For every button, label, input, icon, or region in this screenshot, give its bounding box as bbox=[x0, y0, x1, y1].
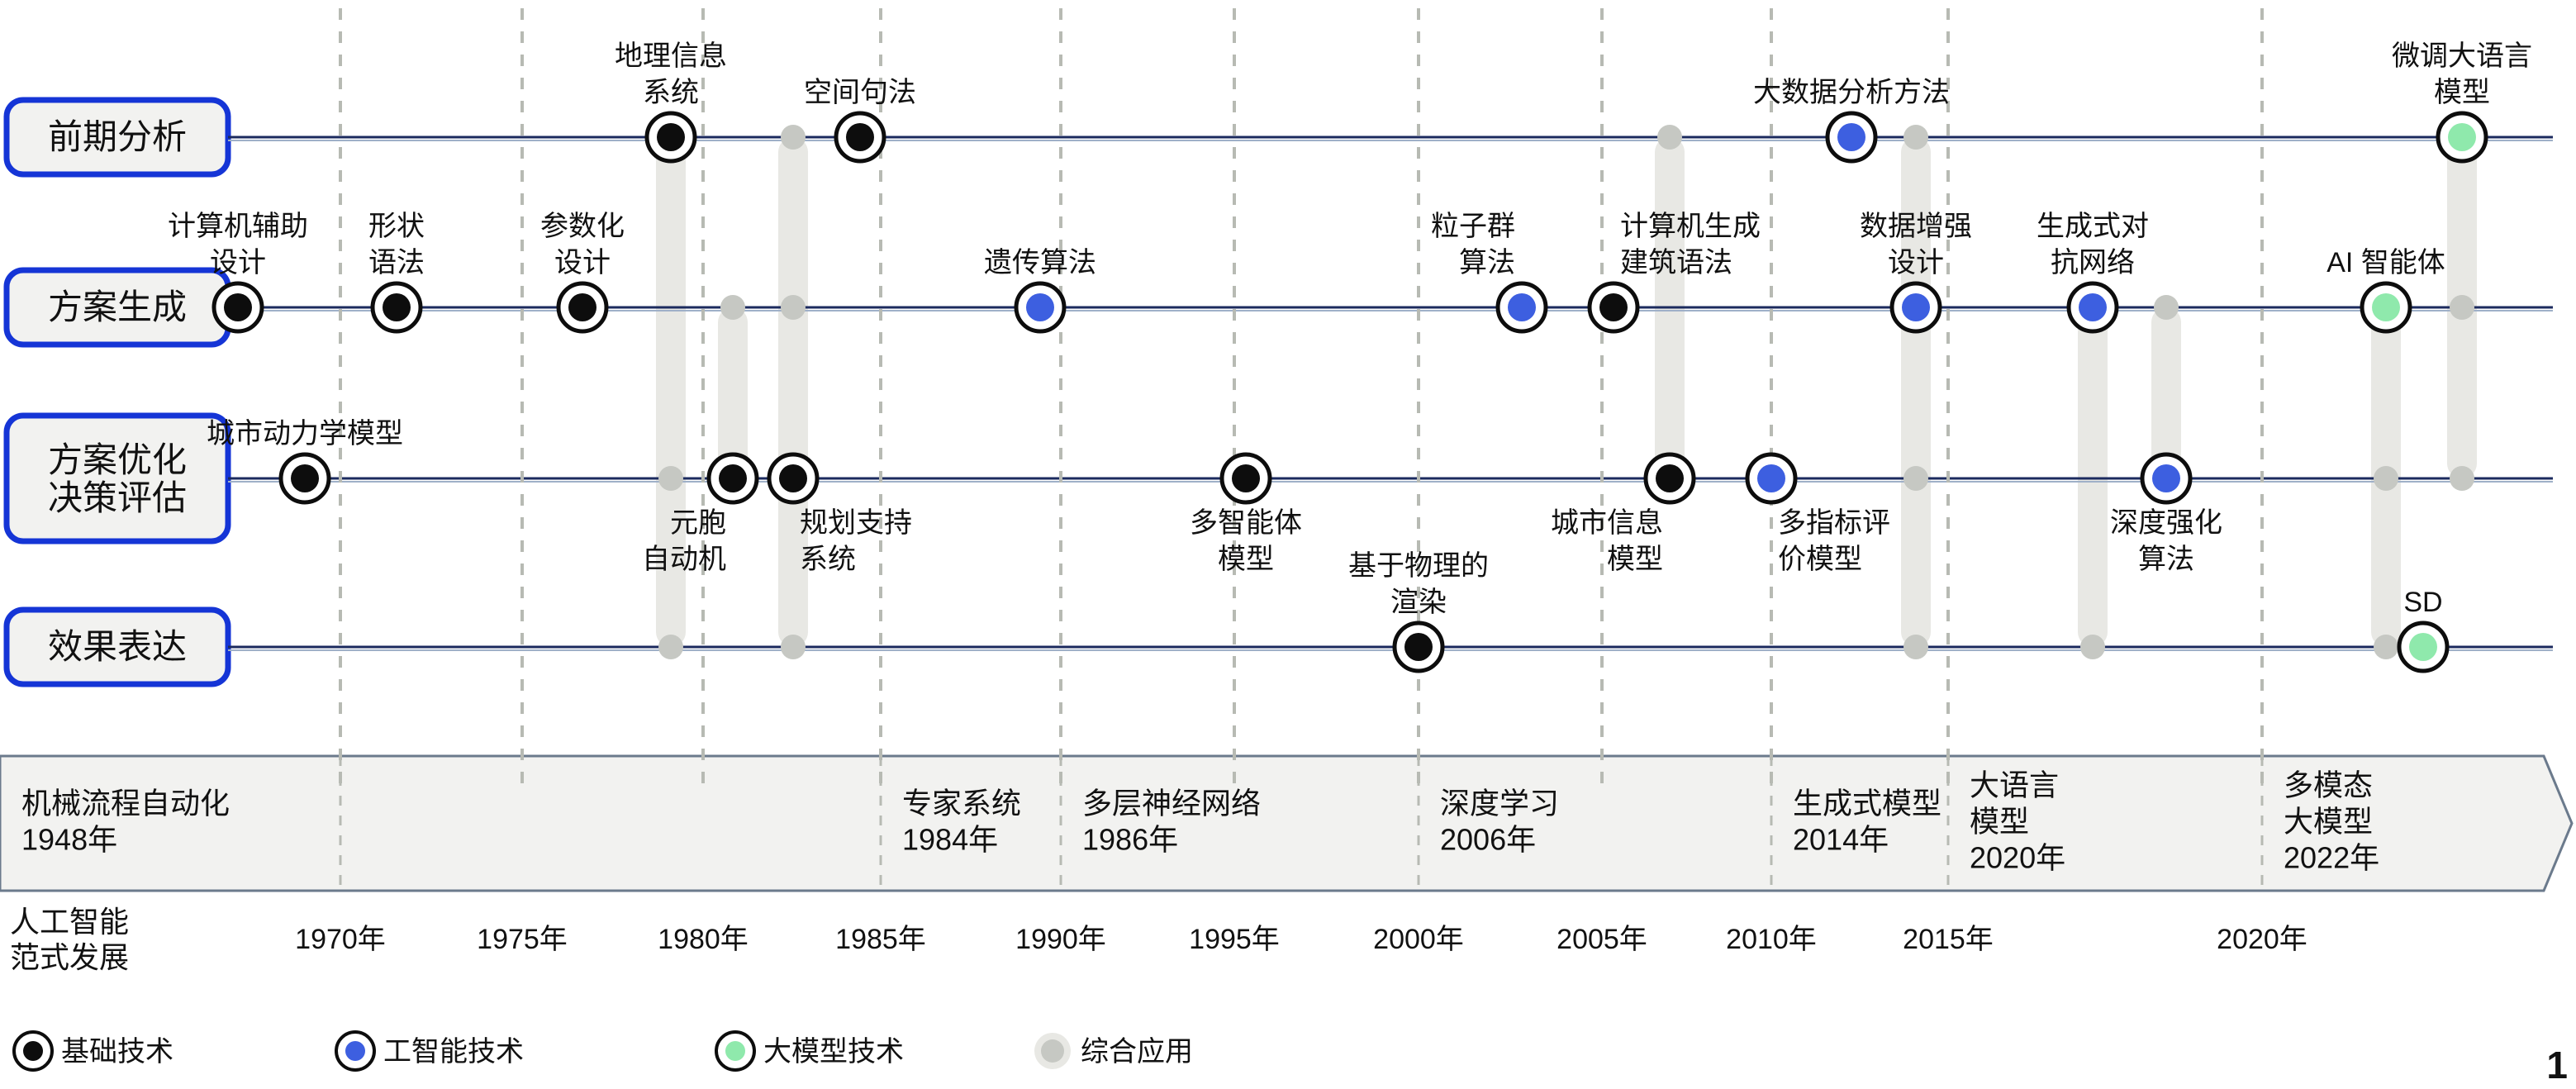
svg-text:微调大语言: 微调大语言 bbox=[2392, 40, 2532, 72]
svg-text:模型: 模型 bbox=[1218, 544, 1274, 575]
svg-text:1975年: 1975年 bbox=[477, 924, 568, 955]
svg-text:2014年: 2014年 bbox=[1793, 823, 1889, 857]
svg-text:大语言: 大语言 bbox=[1970, 768, 2059, 802]
svg-text:1985年: 1985年 bbox=[835, 924, 926, 955]
svg-text:2006年: 2006年 bbox=[1440, 823, 1536, 857]
svg-text:人工智能: 人工智能 bbox=[10, 905, 129, 939]
svg-text:效果表达: 效果表达 bbox=[48, 627, 187, 666]
svg-text:2015年: 2015年 bbox=[1903, 924, 1994, 955]
svg-text:城市信息: 城市信息 bbox=[1551, 507, 1663, 539]
svg-text:多模态: 多模态 bbox=[2284, 768, 2373, 802]
svg-text:方案优化: 方案优化 bbox=[48, 440, 187, 479]
svg-text:范式发展: 范式发展 bbox=[10, 940, 129, 974]
svg-text:2000年: 2000年 bbox=[1373, 924, 1464, 955]
svg-text:2010年: 2010年 bbox=[1726, 924, 1817, 955]
svg-text:方案生成: 方案生成 bbox=[48, 288, 187, 326]
svg-text:2020年: 2020年 bbox=[1970, 841, 2065, 875]
svg-text:模型: 模型 bbox=[2434, 77, 2490, 108]
svg-text:参数化: 参数化 bbox=[540, 211, 625, 242]
svg-text:1984年: 1984年 bbox=[902, 823, 998, 857]
svg-text:数据增强: 数据增强 bbox=[1860, 211, 1972, 242]
svg-text:算法: 算法 bbox=[2138, 544, 2194, 575]
svg-text:基于物理的: 基于物理的 bbox=[1348, 550, 1489, 582]
svg-text:综合应用: 综合应用 bbox=[1081, 1036, 1193, 1068]
svg-text:模型: 模型 bbox=[1970, 805, 2029, 839]
svg-text:建筑语法: 建筑语法 bbox=[1620, 247, 1732, 278]
svg-text:1: 1 bbox=[2546, 1044, 2568, 1085]
svg-text:渲染: 渲染 bbox=[1390, 587, 1447, 618]
svg-text:多智能体: 多智能体 bbox=[1190, 507, 1302, 539]
svg-text:遗传算法: 遗传算法 bbox=[984, 247, 1096, 278]
svg-text:城市动力学模型: 城市动力学模型 bbox=[207, 418, 403, 449]
svg-text:大数据分析方法: 大数据分析方法 bbox=[1753, 77, 1950, 108]
svg-text:计算机辅助: 计算机辅助 bbox=[168, 211, 308, 242]
svg-text:大模型: 大模型 bbox=[2284, 805, 2373, 839]
svg-text:规划支持: 规划支持 bbox=[800, 507, 912, 539]
svg-text:自动机: 自动机 bbox=[642, 544, 726, 575]
svg-text:工智能技术: 工智能技术 bbox=[383, 1036, 524, 1068]
svg-text:多层神经网络: 多层神经网络 bbox=[1082, 787, 1261, 820]
svg-text:1995年: 1995年 bbox=[1189, 924, 1280, 955]
svg-text:决策评估: 决策评估 bbox=[48, 478, 187, 517]
svg-text:2020年: 2020年 bbox=[2217, 924, 2307, 955]
svg-text:设计: 设计 bbox=[554, 247, 611, 278]
svg-text:1986年: 1986年 bbox=[1082, 823, 1178, 857]
svg-text:系统: 系统 bbox=[800, 544, 856, 575]
svg-text:设计: 设计 bbox=[210, 247, 266, 278]
svg-text:专家系统: 专家系统 bbox=[902, 787, 1021, 820]
svg-text:2022年: 2022年 bbox=[2284, 841, 2379, 875]
svg-text:抗网络: 抗网络 bbox=[2051, 247, 2135, 278]
svg-text:多指标评: 多指标评 bbox=[1778, 507, 1890, 539]
svg-text:生成式对: 生成式对 bbox=[2037, 211, 2149, 242]
svg-text:深度强化: 深度强化 bbox=[2110, 507, 2222, 539]
svg-text:地理信息: 地理信息 bbox=[615, 40, 727, 72]
svg-text:2005年: 2005年 bbox=[1557, 924, 1647, 955]
svg-text:粒子群: 粒子群 bbox=[1431, 211, 1515, 242]
svg-text:元胞: 元胞 bbox=[670, 507, 726, 539]
svg-text:1948年: 1948年 bbox=[21, 823, 117, 857]
svg-text:大模型技术: 大模型技术 bbox=[763, 1036, 904, 1068]
svg-text:计算机生成: 计算机生成 bbox=[1620, 211, 1761, 242]
svg-text:机械流程自动化: 机械流程自动化 bbox=[21, 787, 230, 820]
svg-text:基础技术: 基础技术 bbox=[61, 1036, 173, 1068]
svg-text:算法: 算法 bbox=[1459, 247, 1515, 278]
svg-text:AI 智能体: AI 智能体 bbox=[2326, 247, 2445, 278]
svg-text:SD: SD bbox=[2403, 587, 2442, 618]
svg-text:深度学习: 深度学习 bbox=[1440, 787, 1559, 820]
svg-text:1990年: 1990年 bbox=[1015, 924, 1106, 955]
svg-text:系统: 系统 bbox=[643, 77, 699, 108]
svg-text:前期分析: 前期分析 bbox=[48, 117, 187, 156]
svg-text:设计: 设计 bbox=[1888, 247, 1944, 278]
svg-text:空间句法: 空间句法 bbox=[804, 77, 916, 108]
svg-text:1970年: 1970年 bbox=[295, 924, 386, 955]
svg-text:模型: 模型 bbox=[1607, 544, 1663, 575]
svg-text:形状: 形状 bbox=[368, 211, 425, 242]
svg-text:生成式模型: 生成式模型 bbox=[1793, 787, 1942, 820]
svg-text:价模型: 价模型 bbox=[1778, 544, 1862, 575]
svg-text:1980年: 1980年 bbox=[658, 924, 749, 955]
svg-text:语法: 语法 bbox=[368, 247, 425, 278]
